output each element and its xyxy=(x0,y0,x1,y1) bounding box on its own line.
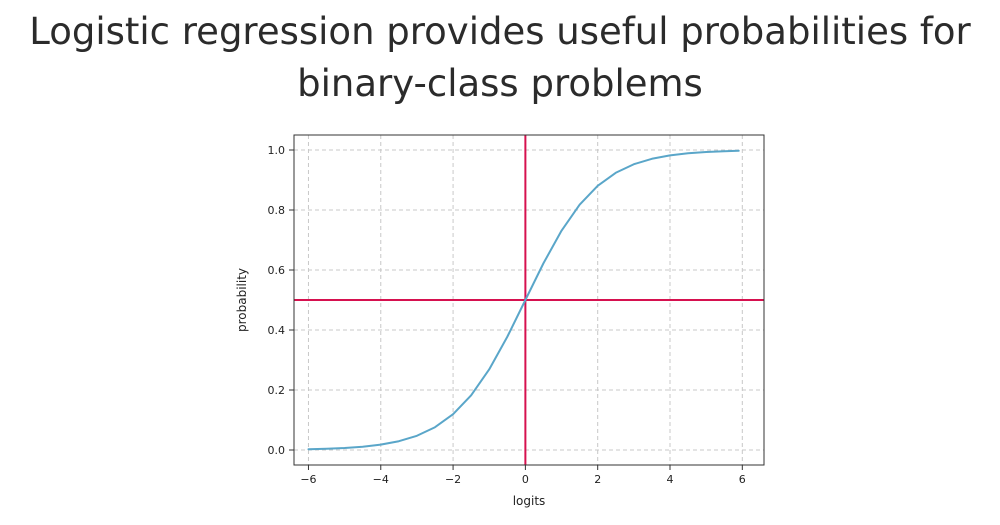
series-layer xyxy=(307,149,740,451)
x-tick-label: 6 xyxy=(739,473,746,486)
logistic-chart: −6 −4 −2 0 2 4 6 0.0 0.2 0.4 0.6 0.8 1.0 logits prob… xyxy=(235,134,765,508)
ticks: −6 −4 −2 0 2 4 6 0.0 0.2 0.4 0.6 0.8 1.0 xyxy=(268,144,746,486)
y-axis-label: probability xyxy=(235,268,249,332)
x-axis-label: logits xyxy=(513,494,546,508)
y-tick-label: 0.6 xyxy=(268,264,286,277)
sigmoid-curve xyxy=(307,149,740,451)
y-tick-label: 0.2 xyxy=(268,384,286,397)
slide-title-line-2: binary-class problems xyxy=(297,62,703,105)
slide-title-line-1: Logistic regression provides useful prob… xyxy=(29,10,971,53)
chart-container: −6 −4 −2 0 2 4 6 0.0 0.2 0.4 0.6 0.8 1.0 logits prob… xyxy=(222,126,780,521)
y-tick-label: 0.8 xyxy=(268,204,286,217)
reference-lines xyxy=(294,135,764,465)
plot-frame xyxy=(293,134,765,466)
x-tick-label: 4 xyxy=(667,473,674,486)
y-tick-label: 1.0 xyxy=(268,144,286,157)
x-tick-label: 0 xyxy=(522,473,529,486)
x-tick-label: 2 xyxy=(594,473,601,486)
x-tick-label: −4 xyxy=(373,473,389,486)
x-tick-label: −2 xyxy=(445,473,461,486)
y-tick-label: 0.4 xyxy=(268,324,286,337)
x-tick-label: −6 xyxy=(300,473,316,486)
slide-title: Logistic regression provides useful prob… xyxy=(0,6,1000,110)
y-tick-label: 0.0 xyxy=(268,444,286,457)
